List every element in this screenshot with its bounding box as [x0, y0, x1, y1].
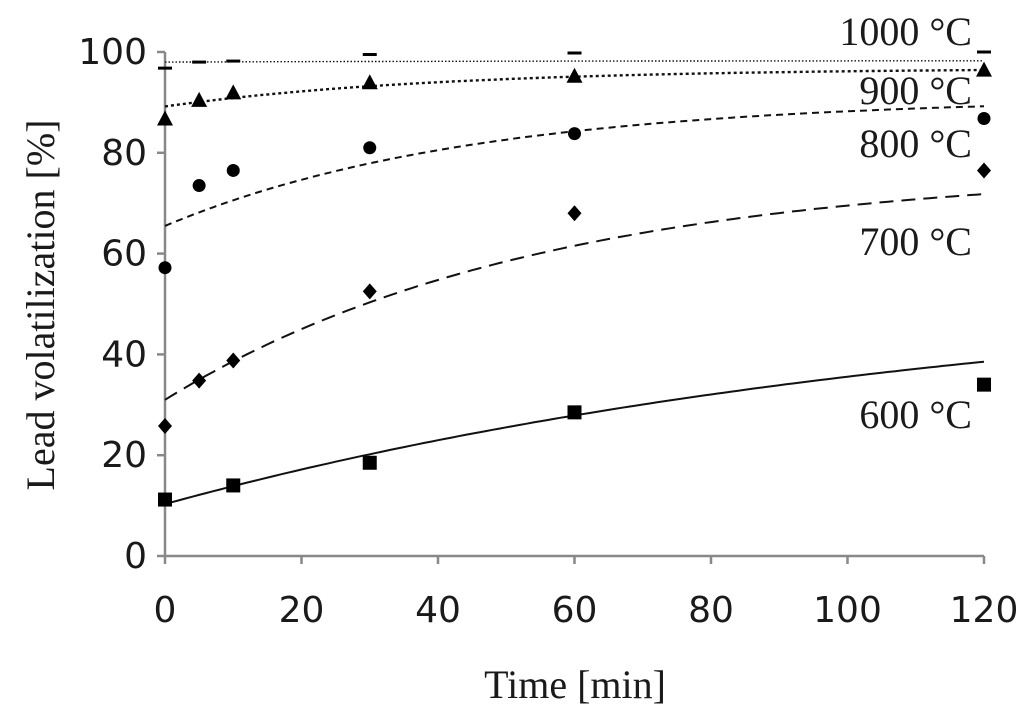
data-point-triangle — [225, 84, 242, 100]
series-label: 600 °C — [859, 392, 972, 437]
data-point-diamond — [567, 205, 582, 222]
x-tick-label: 120 — [950, 590, 1019, 631]
x-tick-label: 0 — [154, 590, 177, 631]
data-point-dash — [226, 59, 241, 63]
data-point-circle — [363, 141, 377, 155]
data-point-triangle — [361, 74, 378, 90]
data-point-dash — [158, 66, 172, 70]
data-point-diamond — [977, 162, 991, 179]
x-tick-label: 40 — [415, 590, 461, 631]
data-point-diamond — [362, 283, 377, 300]
data-points — [157, 50, 992, 507]
data-point-square — [362, 455, 377, 470]
y-tick-label: 80 — [101, 133, 147, 174]
data-point-dash — [567, 51, 582, 55]
y-tick-label: 20 — [101, 435, 147, 476]
data-point-circle — [977, 112, 991, 126]
data-point-diamond — [192, 372, 207, 389]
data-point-triangle — [191, 91, 208, 107]
x-tick-label: 80 — [688, 590, 734, 631]
x-tick-label: 20 — [279, 590, 325, 631]
data-point-dash — [977, 50, 991, 54]
data-point-circle — [192, 179, 206, 193]
data-point-circle — [158, 261, 172, 275]
x-axis-title: Time [min] — [484, 662, 666, 707]
data-point-dash — [362, 53, 377, 57]
data-point-dash — [192, 60, 207, 64]
data-point-square — [567, 405, 582, 420]
series-label: 900 °C — [859, 68, 972, 113]
data-point-diamond — [226, 352, 241, 369]
y-tick-label: 60 — [101, 234, 147, 275]
y-tick-label: 0 — [124, 536, 147, 577]
data-point-square — [158, 492, 172, 507]
series-label: 700 °C — [859, 219, 972, 264]
x-tick-label: 100 — [813, 590, 882, 631]
data-point-triangle — [157, 110, 173, 126]
series-labels: 600 °C 700 °C 800 °C 900 °C 1000 °C — [839, 9, 972, 437]
y-tick-label: 100 — [78, 32, 147, 73]
axes: 0 20 40 60 80 100 120 0 20 40 60 80 100 — [78, 32, 1018, 631]
data-point-square — [977, 377, 991, 392]
y-axis-title: Lead volatilization [%] — [18, 120, 63, 491]
data-point-circle — [226, 163, 240, 177]
data-point-diamond — [158, 417, 172, 434]
fit-curve — [164, 193, 985, 401]
data-point-circle — [568, 127, 581, 141]
fit-curve — [165, 60, 984, 63]
data-point-triangle — [976, 61, 992, 77]
data-point-square — [226, 478, 241, 493]
y-tick-label: 40 — [101, 334, 147, 375]
series-label: 800 °C — [859, 121, 972, 166]
x-tick-label: 60 — [552, 590, 598, 631]
data-point-triangle — [566, 67, 583, 83]
series-label: 1000 °C — [839, 9, 972, 54]
